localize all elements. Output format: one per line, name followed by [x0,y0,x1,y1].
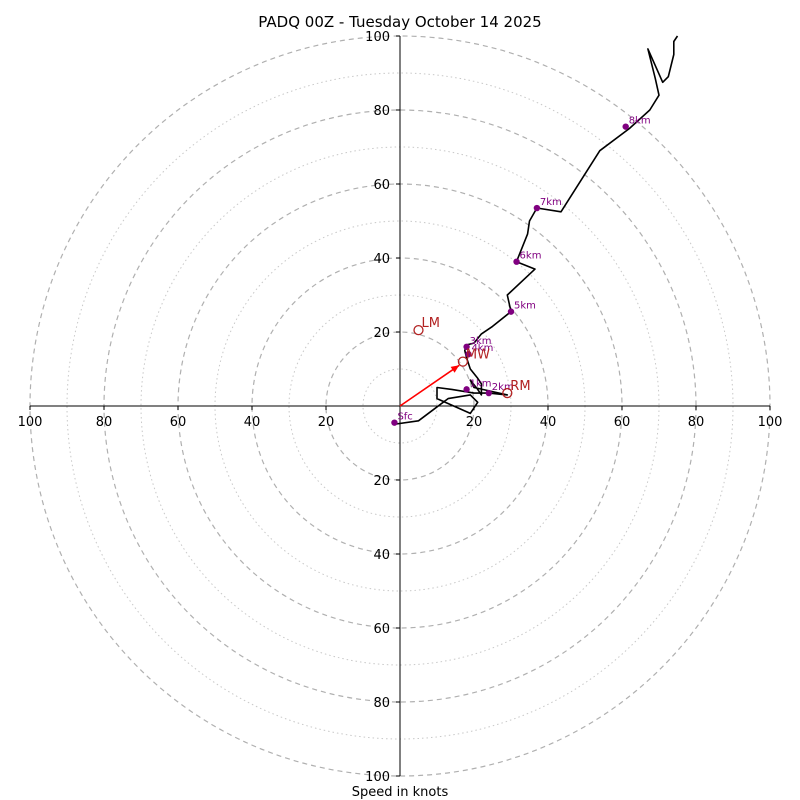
storm-motion-label: LM [422,316,440,331]
y-tick-label: 20 [373,326,390,341]
height-marker-label: 2km [492,382,514,393]
y-tick-label: 100 [365,30,390,45]
y-tick-label: 80 [373,696,390,711]
height-marker-dot [622,123,629,130]
height-marker-label: 4km [471,343,493,354]
height-marker-label: 3km [470,336,492,347]
storm-motion-marker [502,387,513,399]
x-tick-label: 20 [466,415,483,430]
tick-labels: 100 80 60 40 20 20 40 60 80 100 100 80 60 40 20 20 40 60 8… [18,30,783,785]
x-tick-label: 60 [170,415,187,430]
height-marker-dot [391,419,398,426]
shear-vector [399,364,460,407]
x-tick-label: 20 [318,415,335,430]
storm-motion-markers: LM RM MW [413,316,531,399]
y-tick-label: 40 [373,548,390,563]
y-tick-label: 20 [373,474,390,489]
height-marker-label: Sfc [397,412,412,423]
x-tick-label: 40 [244,415,261,430]
height-marker-dot [485,389,492,397]
height-marker-label: 7km [540,197,562,208]
height-marker-label: 1km [470,378,492,389]
storm-motion-label: MW [466,348,490,363]
storm-motion-marker [457,356,469,367]
x-tick-label: 100 [758,415,783,430]
height-marker-dot [465,351,472,358]
y-tick-label: 60 [373,622,390,637]
height-marker-dot [463,343,470,350]
height-marker-dot [513,258,520,265]
height-marker-label: 8km [629,116,651,127]
x-tick-label: 40 [540,415,557,430]
y-tick-label: 40 [373,252,390,267]
x-tick-label: 100 [18,415,43,430]
x-tick-label: 80 [96,415,113,430]
height-marker-dot [533,204,541,212]
height-marker-label: 6km [520,251,542,262]
storm-motion-marker [413,324,424,336]
x-tick-label: 80 [688,415,705,430]
chart-title: PADQ 00Z - Tuesday October 14 2025 [258,13,541,31]
height-marker-dot [507,308,515,315]
height-marker-label: 5km [514,301,536,312]
y-tick-label: 80 [373,104,390,119]
x-tick-label: 60 [614,415,631,430]
height-marker-dot [463,386,470,393]
y-tick-label: 60 [373,178,390,193]
shear-vector-line [399,364,460,407]
y-tick-label: 100 [365,770,390,785]
storm-motion-label: RM [510,379,530,394]
shear-vector-arrowhead [450,365,460,373]
x-axis-label: Speed in knots [352,785,449,800]
